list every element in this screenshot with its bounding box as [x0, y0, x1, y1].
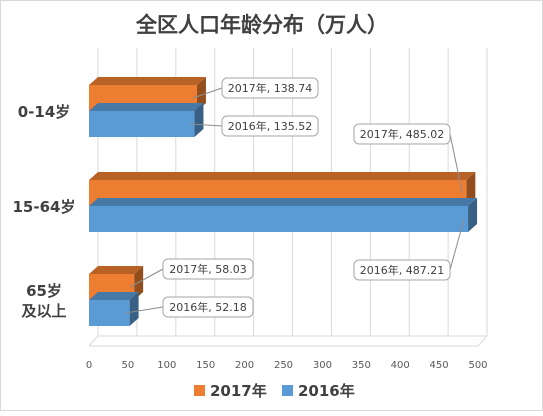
- data-label-2016-0: 2016年, 135.52: [190, 115, 319, 137]
- data-label-2016-2: 2016年, 52.18: [125, 296, 254, 318]
- category-label: 65岁: [26, 282, 62, 300]
- x-tick-label: 200: [235, 360, 254, 371]
- leader-line: [192, 87, 223, 99]
- category-label: 及以上: [21, 302, 66, 320]
- category-label: 0-14岁: [18, 103, 71, 121]
- leader-line: [190, 123, 223, 127]
- data-label-text: 2017年, 138.74: [228, 81, 312, 95]
- data-label-text: 2017年, 58.03: [169, 262, 246, 276]
- bar-side-face: [196, 77, 206, 111]
- leader-line: [449, 133, 463, 194]
- legend-swatch: [194, 385, 205, 396]
- x-tick-label: 50: [122, 360, 135, 371]
- legend-label: 2016年: [298, 382, 355, 400]
- bar-front-face: [89, 206, 469, 232]
- bar-2016-1: [89, 198, 478, 232]
- bar-front-face: [89, 300, 130, 326]
- data-label-text: 2016年, 135.52: [228, 119, 312, 133]
- legend-entry-2017[interactable]: 2017年: [194, 382, 267, 400]
- data-labels: 2017年, 138.74 2017年, 485.02 2017年, 58.03 20…: [125, 77, 465, 318]
- bar-side-face: [468, 198, 478, 232]
- category-label: 15-64岁: [13, 198, 76, 216]
- bar-side-face: [466, 172, 476, 206]
- floor-side-line: [477, 335, 488, 347]
- bar-top-face: [89, 266, 144, 274]
- leader-line: [125, 306, 164, 314]
- x-tick-label: 350: [352, 360, 371, 371]
- data-label-text: 2016年, 487.21: [360, 263, 444, 277]
- bar-side-face: [194, 103, 204, 137]
- data-label-2017-1: 2017年, 485.02: [353, 123, 463, 194]
- data-label-box: [221, 115, 319, 137]
- data-label-box: [162, 258, 254, 280]
- data-label-text: 2016年, 52.18: [169, 300, 246, 314]
- bar-2016-0: [89, 103, 204, 137]
- x-axis-ticks: 0 50 100 150 200 250 300 350 400 450 500: [86, 360, 488, 371]
- bar-top-face: [89, 77, 206, 85]
- data-label-box: [221, 77, 319, 99]
- legend[interactable]: 2017年 2016年: [194, 382, 355, 400]
- legend-swatch: [282, 385, 293, 396]
- floor-side-line: [88, 335, 99, 347]
- legend-entry-2016[interactable]: 2016年: [282, 382, 355, 400]
- chart-title: 全区人口年龄分布（万人）: [135, 13, 388, 37]
- bar-top-face: [89, 103, 204, 111]
- bar-front-face: [89, 111, 195, 137]
- x-tick-label: 450: [430, 360, 449, 371]
- bar-side-face: [134, 266, 144, 300]
- x-tick-label: 400: [391, 360, 410, 371]
- data-label-box: [162, 296, 254, 318]
- x-tick-label: 300: [313, 360, 332, 371]
- x-tick-label: 150: [196, 360, 215, 371]
- x-tick-label: 250: [274, 360, 293, 371]
- bar-top-face: [89, 172, 476, 180]
- bar-2016-2: [89, 292, 139, 326]
- data-label-box: [353, 259, 451, 281]
- bar-top-face: [89, 198, 478, 206]
- data-label-2017-2: 2017年, 58.03: [129, 258, 254, 288]
- data-label-2016-1: 2016年, 487.21: [353, 218, 465, 281]
- bar-top-face: [89, 292, 139, 300]
- x-tick-label: 500: [468, 360, 487, 371]
- bars: [89, 77, 478, 326]
- data-label-text: 2017年, 485.02: [360, 127, 444, 141]
- data-label-2017-0: 2017年, 138.74: [192, 77, 319, 99]
- data-label-box: [353, 123, 451, 145]
- leader-line: [129, 268, 164, 288]
- legend-label: 2017年: [210, 382, 267, 400]
- leader-line: [449, 218, 465, 271]
- x-tick-label: 100: [157, 360, 176, 371]
- bar-side-face: [129, 292, 139, 326]
- x-tick-label: 0: [86, 360, 92, 371]
